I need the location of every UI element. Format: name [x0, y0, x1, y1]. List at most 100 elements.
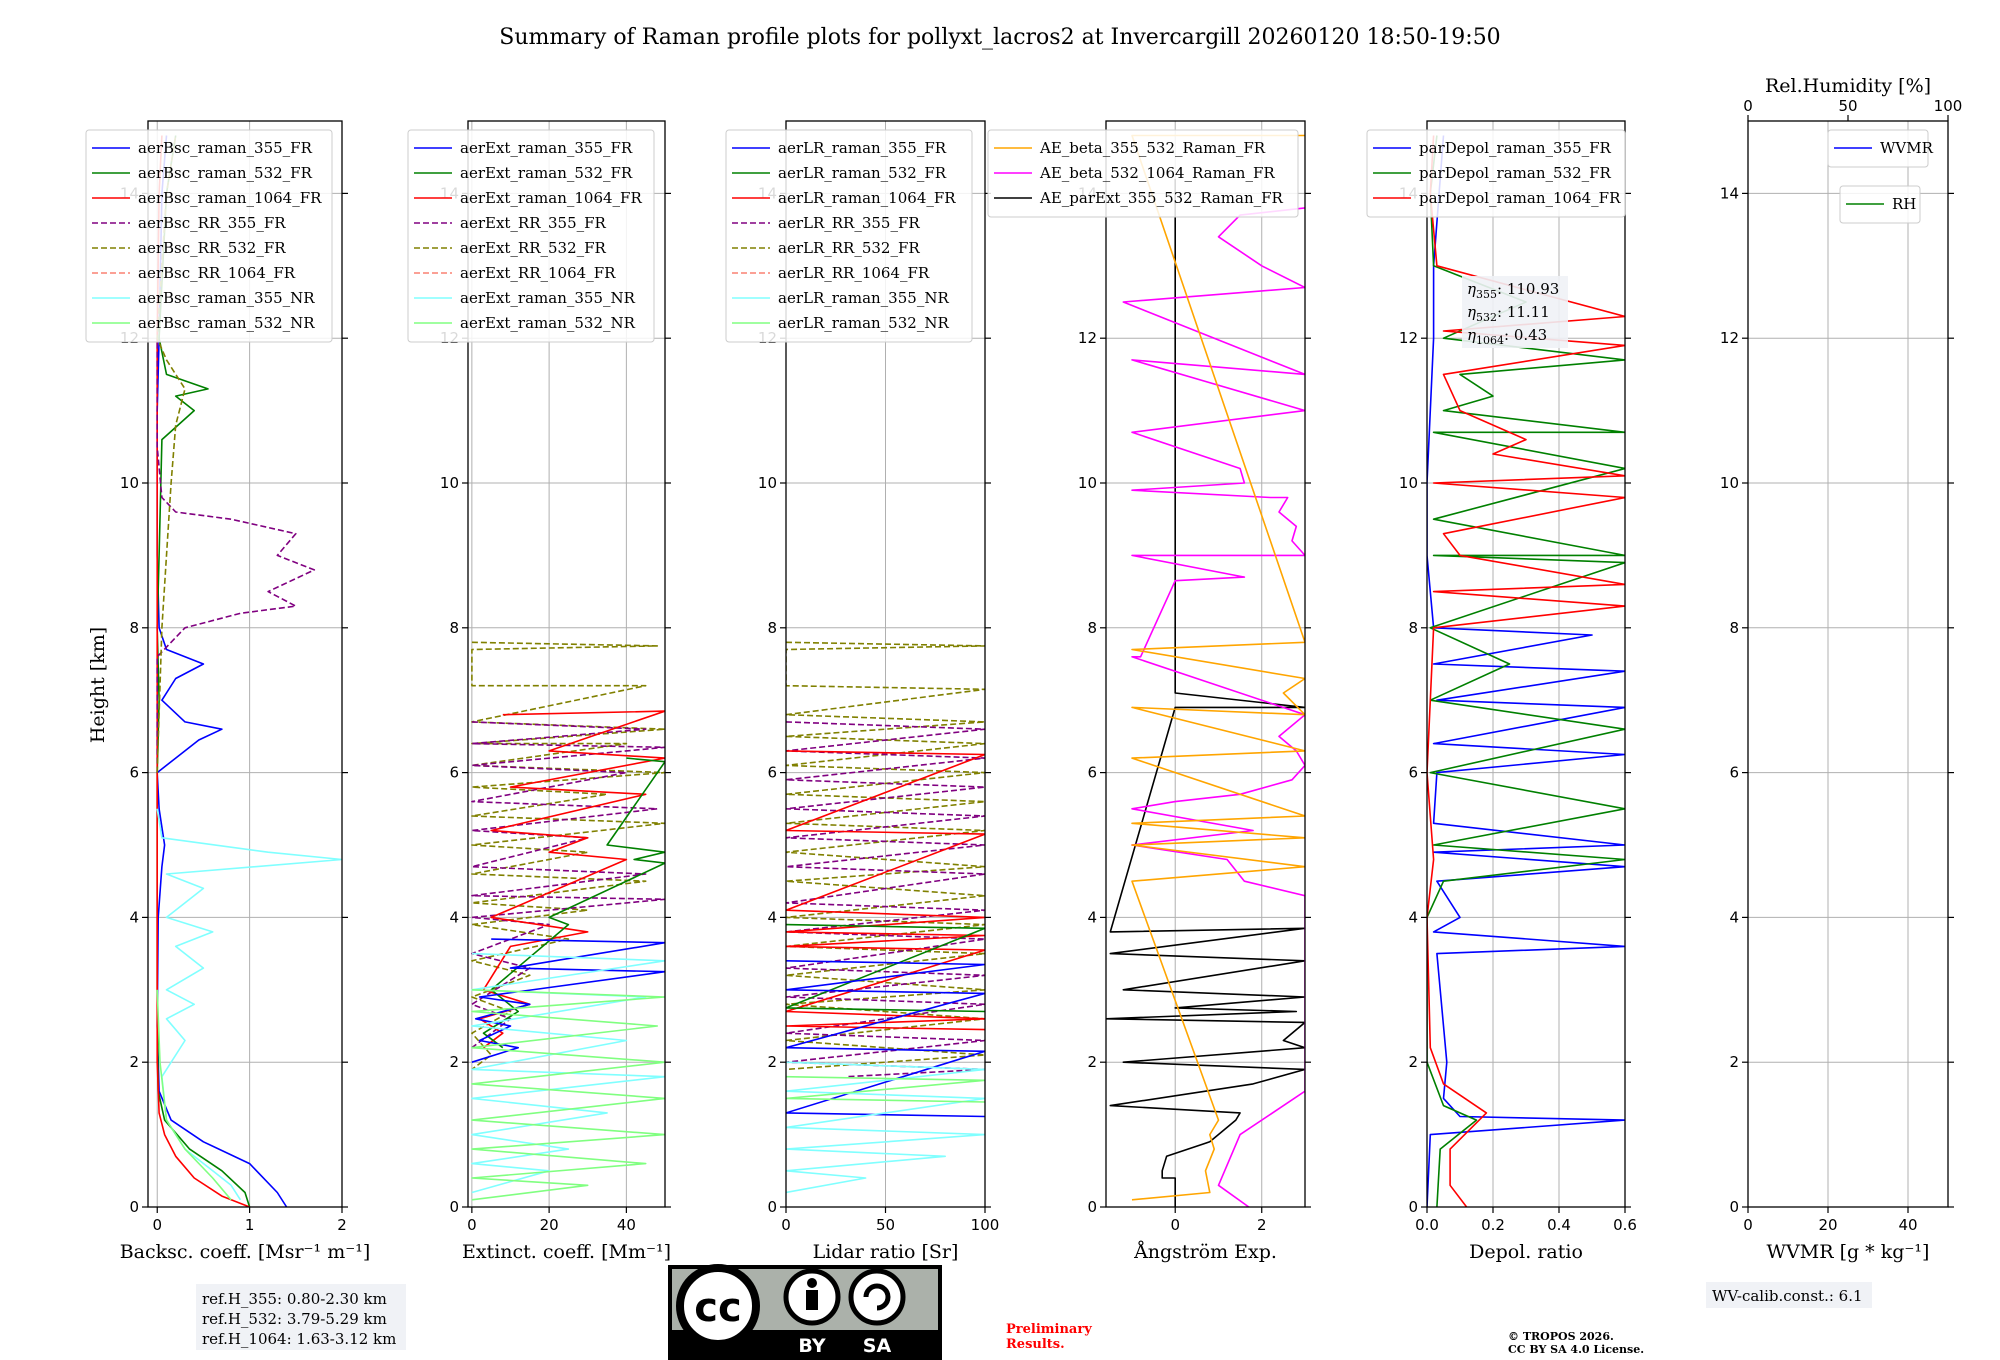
legend-entry: aerLR_RR_532_FR — [778, 239, 920, 257]
legend: aerExt_raman_355_FR aerExt_raman_532_FRae… — [407, 129, 655, 343]
series-line-cyan — [786, 1061, 985, 1194]
x-tick-label: 0 — [467, 1216, 477, 1234]
legend: WVMR — [1827, 129, 1934, 168]
preliminary-line-2: Results. — [1006, 1337, 1065, 1352]
series-group — [1106, 134, 1305, 1207]
y-tick-label: 2 — [1729, 1053, 1739, 1071]
series-line-blue — [1427, 135, 1625, 1207]
sa-icon — [848, 1268, 906, 1326]
series-line-purple — [156, 338, 316, 773]
ticks: 0 20 40 0 2 4 6 8 10 12 14 — [1720, 184, 1954, 1234]
y-tick-label: 10 — [1078, 474, 1097, 492]
x-axis-label: Backsc. coeff. [Msr⁻¹ m⁻¹] — [120, 1241, 371, 1263]
eta-symbol: η — [1467, 303, 1476, 321]
x-tick-label: 20 — [1818, 1216, 1837, 1234]
series-line-blue — [471, 938, 665, 1063]
x-axis-label: Ångström Exp. — [1133, 1241, 1277, 1263]
x-tick-label: 50 — [876, 1216, 895, 1234]
legend-entry: AE_beta_355_532_Raman_FR — [1039, 139, 1266, 157]
y-tick-label: 2 — [129, 1053, 139, 1071]
series-group — [471, 641, 665, 1201]
eta-subscript: 1064 — [1476, 334, 1504, 347]
y-tick-label: 2 — [767, 1053, 777, 1071]
y-axis-label: Height [km] — [87, 627, 109, 743]
x-tick-label: 40 — [617, 1216, 636, 1234]
y-tick-label: 12 — [1078, 329, 1097, 347]
legend-box — [85, 129, 333, 343]
panel-water-vapor: 0 20 40 0 2 4 6 8 10 12 14 WVMR [g * kg⁻¹] 0 50 100Rel… — [1720, 75, 1962, 1263]
top-axis-label: Rel.Humidity [%] — [1765, 75, 1931, 97]
legend-entry: aerBsc_raman_1064_FR — [138, 189, 322, 207]
legend: parDepol_raman_355_FR parDepol_raman_532_… — [1366, 129, 1626, 218]
top-axis: 0 50 100 — [1743, 97, 1962, 121]
plot-frame — [467, 120, 666, 1208]
top-tick-label: 50 — [1838, 97, 1857, 115]
eta-subscript: 355 — [1476, 288, 1497, 301]
x-tick-label: 0 — [1743, 1216, 1753, 1234]
legend: RH — [1839, 185, 1921, 224]
legend-entry: parDepol_raman_355_FR — [1419, 139, 1612, 157]
legend-entry: aerLR_raman_355_FR — [778, 139, 947, 157]
y-tick-label: 10 — [1720, 474, 1739, 492]
cc-icon — [676, 1264, 760, 1348]
legend: AE_beta_355_532_Raman_FR AE_beta_532_1064… — [987, 129, 1299, 218]
x-tick-label: 100 — [971, 1216, 1000, 1234]
x-tick-label: 0.2 — [1481, 1216, 1505, 1234]
copyright-line-2: CC BY SA 4.0 License. — [1508, 1343, 1644, 1356]
eta-value: : 11.11 — [1497, 303, 1550, 321]
y-tick-label: 8 — [449, 619, 459, 637]
top-tick-label: 100 — [1934, 97, 1963, 115]
legend-entry: WVMR — [1880, 139, 1934, 157]
y-tick-label: 8 — [129, 619, 139, 637]
y-tick-label: 12 — [1399, 329, 1418, 347]
x-axis-label: Extinct. coeff. [Mm⁻¹] — [462, 1241, 671, 1263]
wv-calib-box: WV-calib.const.: 6.1 — [1706, 1282, 1872, 1308]
panel-angstrom: 0202468101214Ångström Exp.AE_beta_355_53… — [987, 120, 1311, 1263]
y-tick-label: 6 — [1408, 764, 1418, 782]
y-tick-label: 8 — [1408, 619, 1418, 637]
legend-entry: aerBsc_RR_1064_FR — [138, 264, 296, 282]
x-tick-label: 0.0 — [1415, 1216, 1439, 1234]
series-line-lightgreen — [471, 989, 665, 1201]
series-group — [786, 641, 985, 1194]
eta-subscript: 532 — [1476, 311, 1497, 324]
eta-line: η1064: 0.43 — [1467, 326, 1547, 347]
y-tick-label: 8 — [1087, 619, 1097, 637]
ref-height-1064: ref.H_1064: 1.63-3.12 km — [202, 1330, 396, 1348]
legend-entry: aerBsc_RR_532_FR — [138, 239, 286, 257]
legend-entry: aerLR_raman_532_FR — [778, 164, 947, 182]
y-tick-label: 14 — [1720, 184, 1739, 202]
cc-sa-label: SA — [863, 1335, 892, 1357]
legend-box — [987, 129, 1299, 218]
y-tick-label: 4 — [1087, 908, 1097, 926]
legend-entry: parDepol_raman_532_FR — [1419, 164, 1612, 182]
y-tick-label: 6 — [767, 764, 777, 782]
legend-entry: aerExt_RR_532_FR — [460, 239, 607, 257]
series-line-lightgreen — [786, 1075, 985, 1103]
panel-depolarization: 0.00.20.40.602468101214Depol. ratioparDe… — [1366, 120, 1637, 1263]
x-tick-label: 1 — [245, 1216, 255, 1234]
legend-entry: aerExt_raman_355_FR — [460, 139, 633, 157]
series-line-blue — [786, 960, 985, 1118]
legend: aerLR_raman_355_FR aerLR_raman_532_FR aerL… — [725, 129, 973, 343]
y-tick-label: 0 — [1408, 1198, 1418, 1216]
legend-box — [1827, 129, 1929, 168]
panel-backscatter: 01202468101214Backsc. coeff. [Msr⁻¹ m⁻¹]… — [85, 120, 371, 1263]
y-tick-label: 0 — [767, 1198, 777, 1216]
wv-calib-bg — [1706, 1282, 1872, 1308]
eta-value: : 110.93 — [1497, 280, 1559, 298]
legend-entry: aerLR_raman_355_NR — [778, 289, 949, 307]
series-line-red — [786, 750, 985, 1031]
ref-heights-bg — [196, 1284, 406, 1350]
x-axis-label: Lidar ratio [Sr] — [813, 1241, 959, 1263]
y-tick-label: 6 — [129, 764, 139, 782]
legend-entry: aerBsc_raman_532_FR — [138, 164, 313, 182]
x-tick-label: 40 — [1898, 1216, 1917, 1234]
legend-entry: aerBsc_RR_355_FR — [138, 214, 286, 232]
legend-entry: aerBsc_raman_532_NR — [138, 314, 315, 332]
ref-height-532: ref.H_532: 3.79-5.29 km — [202, 1310, 387, 1328]
legend-entry: AE_parExt_355_532_Raman_FR — [1039, 189, 1284, 207]
sa-arrow — [863, 1283, 891, 1311]
legend-entry: aerBsc_raman_355_NR — [138, 289, 315, 307]
